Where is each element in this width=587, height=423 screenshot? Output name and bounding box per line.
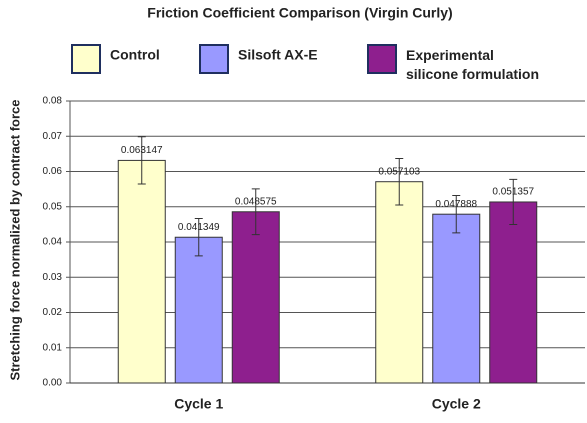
y-axis-label: Stretching force normalized by contract … (7, 99, 22, 380)
y-tick-label: 0.07 (43, 131, 63, 142)
legend-swatch (367, 44, 397, 74)
bar (489, 201, 538, 384)
error-bar (251, 188, 260, 236)
legend-label: Control (110, 47, 160, 63)
value-label: 0.048575 (235, 196, 277, 207)
error-bar (194, 218, 203, 257)
y-tick-label: 0.06 (43, 166, 63, 177)
legend-swatch (199, 44, 229, 74)
y-tick-label: 0.05 (43, 201, 63, 212)
bar (231, 211, 280, 384)
value-label: 0.041349 (178, 222, 220, 233)
y-tick-label: 0.01 (43, 342, 63, 353)
chart-title: Friction Coefficient Comparison (Virgin … (147, 5, 452, 21)
value-label: 0.051357 (492, 187, 534, 198)
error-bar (395, 157, 404, 206)
bar (375, 181, 424, 384)
y-tick-label: 0.03 (43, 272, 63, 283)
y-tick-label: 0.08 (43, 96, 63, 107)
bar (432, 213, 481, 384)
bar (174, 236, 223, 384)
value-label: 0.047888 (435, 199, 477, 210)
bar (117, 159, 166, 384)
legend-swatch (71, 44, 101, 74)
y-tick-label: 0.00 (43, 378, 63, 389)
x-tick-label: Cycle 1 (174, 396, 223, 412)
x-tick-label: Cycle 2 (432, 396, 481, 412)
value-label: 0.057103 (378, 166, 420, 177)
error-bar (509, 178, 518, 226)
y-tick-label: 0.04 (43, 237, 63, 248)
value-label: 0.063147 (121, 145, 163, 156)
legend-label: Experimental silicone formulation (406, 47, 539, 82)
y-tick-label: 0.02 (43, 307, 63, 318)
legend-label: Silsoft AX-E (238, 47, 318, 63)
error-bar (452, 195, 461, 234)
error-bar (137, 136, 146, 185)
